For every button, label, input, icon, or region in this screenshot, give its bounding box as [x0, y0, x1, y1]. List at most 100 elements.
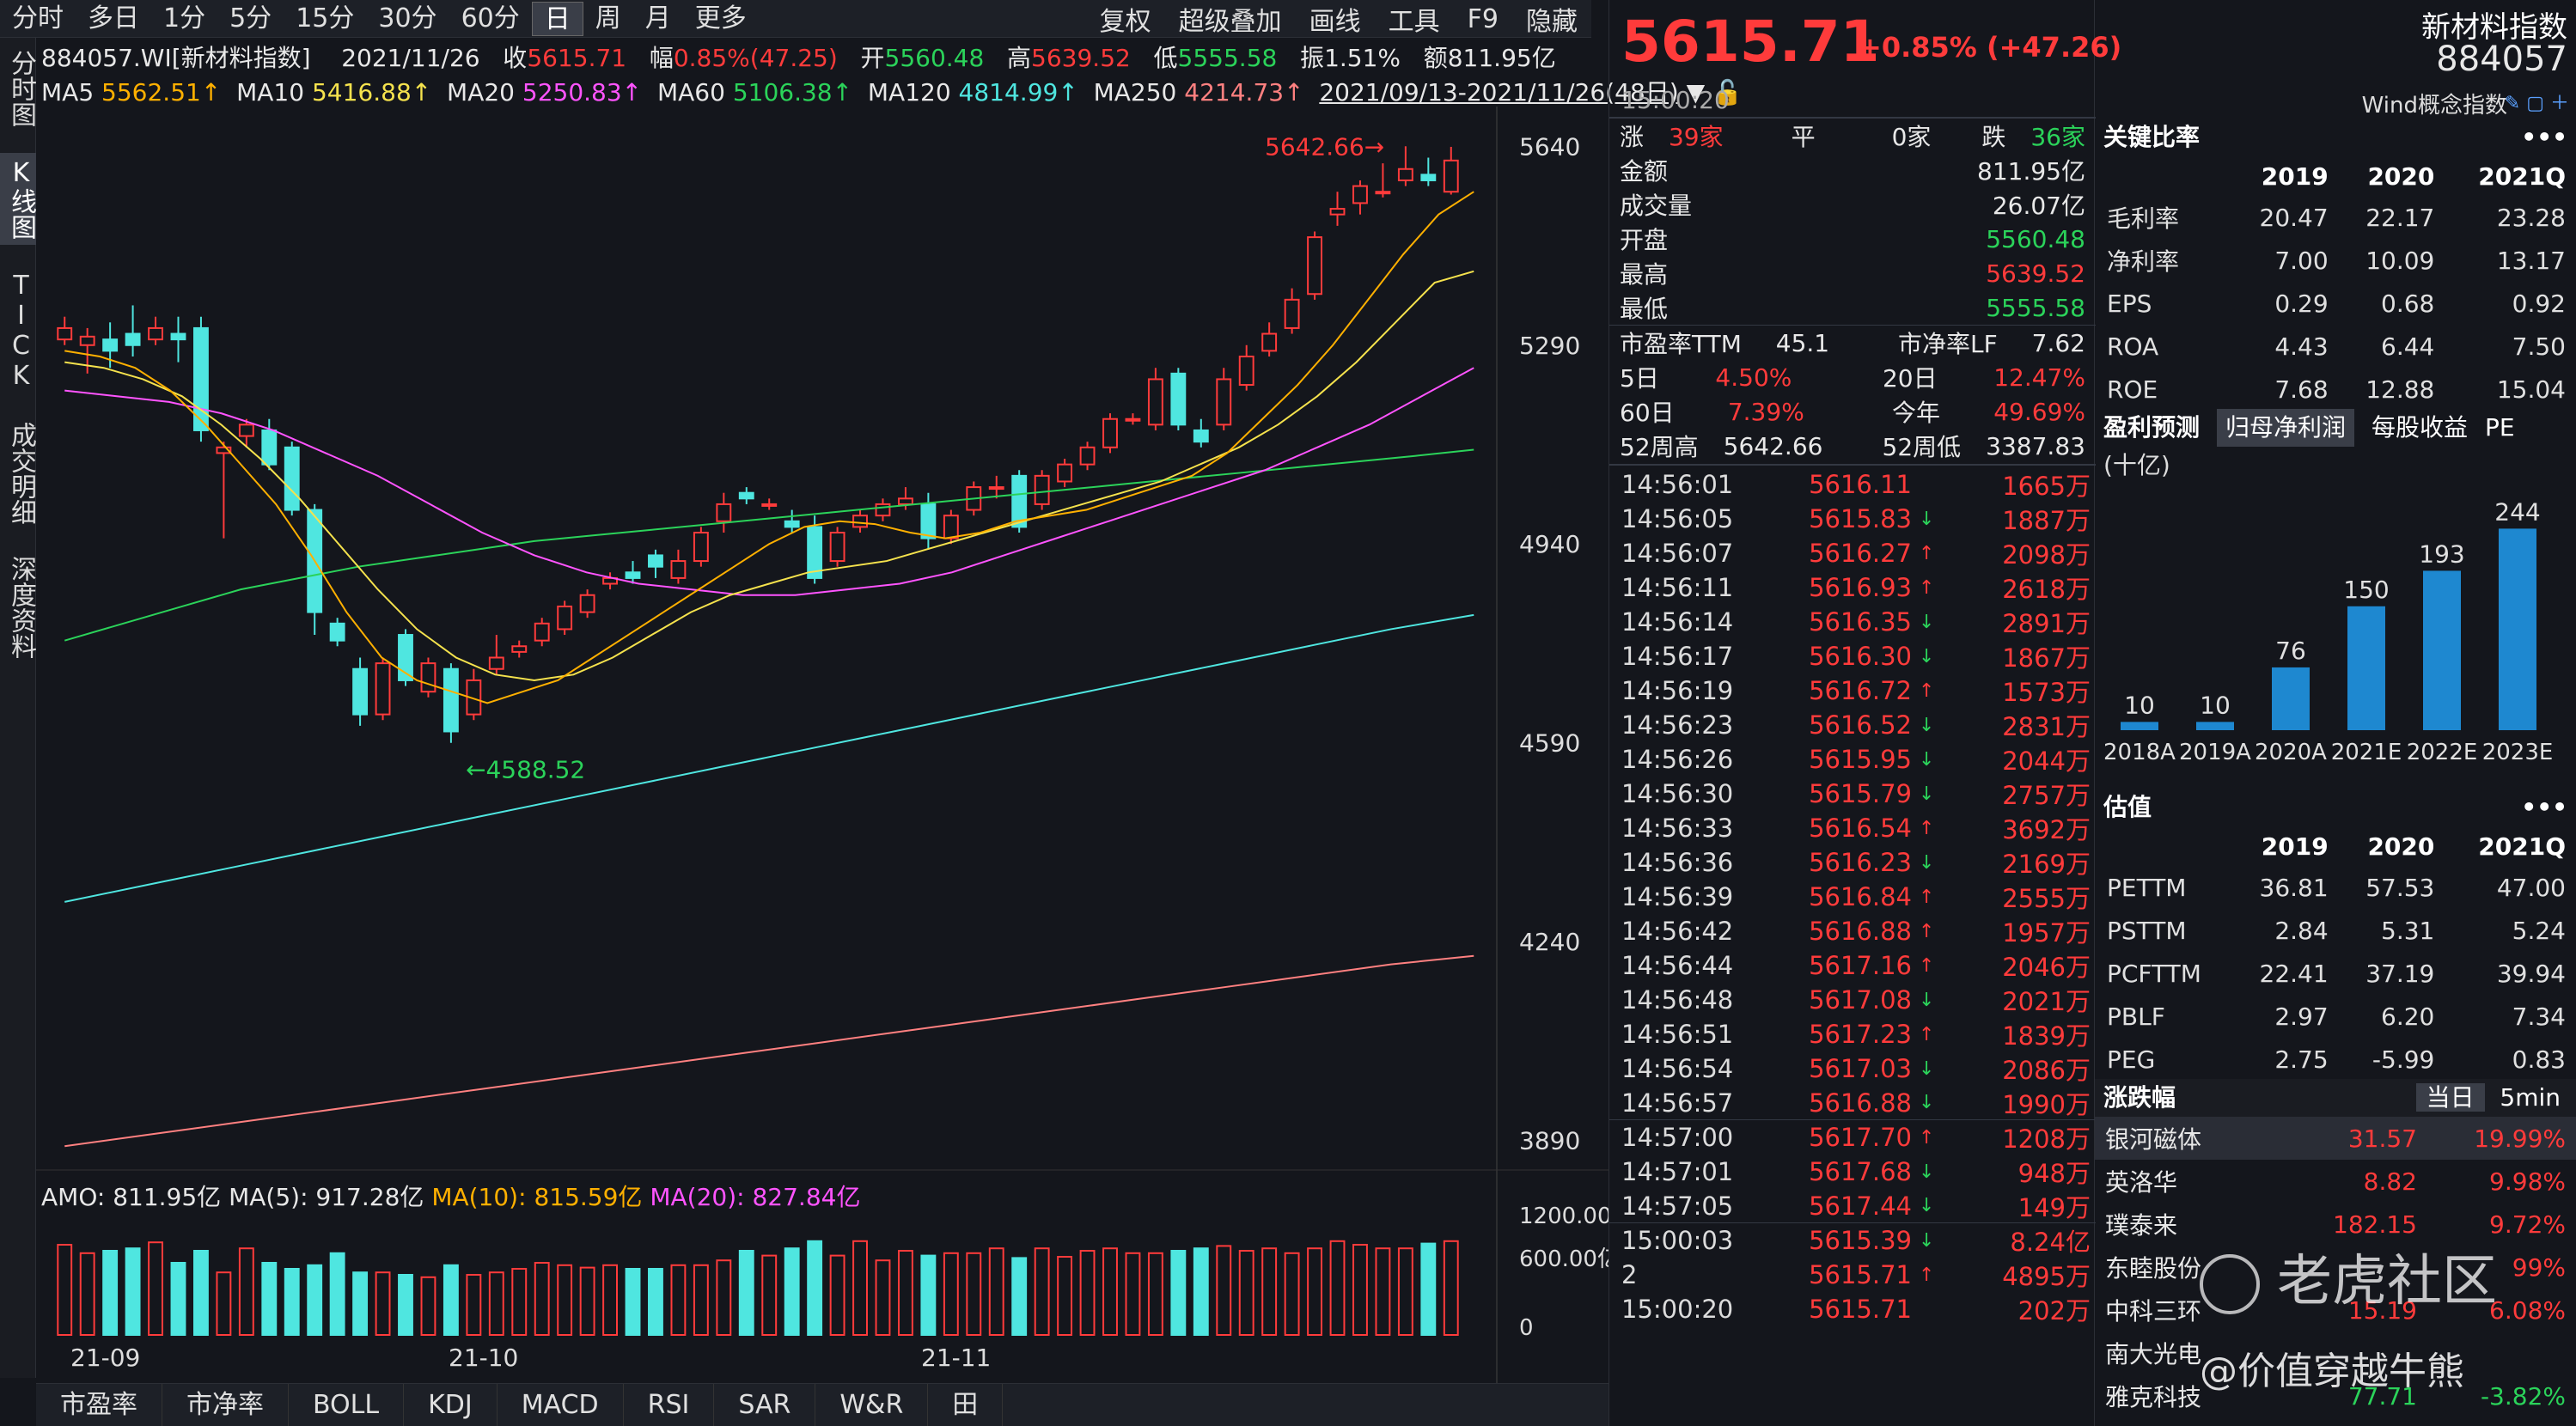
tab-today[interactable]: 当日: [2415, 1083, 2485, 1112]
ratio-row: ROA 4.43 6.44 7.50: [2107, 332, 2566, 361]
candle: [352, 667, 369, 716]
indicator-tabs: 市盈率 市净率 BOLL KDJ MACD RSI SAR W&R 田: [36, 1383, 1608, 1426]
left-tab[interactable]: 成交明细: [6, 422, 36, 525]
quote-info-line: 884057.WI[新材料指数] 2021/11/26 收5615.71 幅0.…: [41, 44, 1556, 72]
volume-bar: [1375, 1247, 1391, 1336]
forecast-bar: [2347, 606, 2385, 730]
more-icon[interactable]: •••: [2521, 793, 2567, 821]
forecast-year: 2018A: [2103, 740, 2176, 765]
volume-bar: [875, 1259, 891, 1336]
candle: [57, 326, 73, 341]
mover-row[interactable]: 英洛华 8.82 9.98%: [2105, 1167, 2566, 1197]
tab-pe[interactable]: PE: [2485, 413, 2515, 442]
valuation: 估值 ••• 2019 2020 2021Q PETTM 36.81 57.53 47.00 P…: [2095, 789, 2576, 1081]
volume-bar: [261, 1262, 278, 1336]
toolbar-item[interactable]: 隐藏: [1526, 7, 1578, 37]
indicator-tab[interactable]: KDJ: [404, 1383, 497, 1426]
mover-row[interactable]: 璞泰来 182.15 9.72%: [2105, 1210, 2566, 1240]
volume-bar: [670, 1264, 687, 1337]
ma120-line: [64, 613, 1474, 903]
volume-bar: [602, 1264, 618, 1337]
left-tab[interactable]: K线图: [0, 153, 36, 245]
tab-eps[interactable]: 每股收益: [2372, 413, 2469, 442]
ma60-line: [64, 448, 1474, 642]
period-tab[interactable]: 更多: [694, 3, 747, 34]
period-tab[interactable]: 15分: [296, 3, 355, 34]
indicator-tab[interactable]: W&R: [815, 1383, 929, 1426]
indicator-tab[interactable]: 市净率: [162, 1383, 289, 1426]
period-tab[interactable]: 5分: [229, 3, 272, 34]
tick-row: 14:56:42 5616.88 ↑ 1957万: [1621, 917, 2091, 948]
mover-row[interactable]: 东睦股份 99%: [2105, 1252, 2566, 1283]
arrow-down-icon: ↓: [1919, 714, 1935, 736]
candle: [284, 446, 300, 511]
date-range[interactable]: 2021/09/13-2021/11/26(48日): [1319, 78, 1679, 107]
tick-row: 14:56:30 5615.79 ↓ 2757万: [1621, 779, 2091, 810]
left-tab[interactable]: TICK: [6, 271, 36, 391]
period-tab[interactable]: 30分: [378, 3, 437, 34]
period-tab[interactable]: 60分: [461, 3, 520, 34]
volume-bar: [1147, 1252, 1163, 1337]
volume-bar: [238, 1247, 254, 1336]
indicator-tab[interactable]: BOLL: [289, 1383, 405, 1426]
edit-icons[interactable]: ✎ ▢ ＋: [2504, 93, 2569, 114]
mover-row[interactable]: 雅克科技 77.71 -3.82%: [2105, 1381, 2566, 1412]
volume-bar: [375, 1271, 391, 1336]
arrow-up-icon: ↑: [1919, 954, 1935, 977]
low-marker: ←4588.52: [466, 756, 585, 784]
divider: [1609, 117, 2096, 119]
toolbar-item[interactable]: 超级叠加: [1178, 7, 1282, 37]
tab-5min[interactable]: 5min: [2500, 1083, 2561, 1112]
candle: [829, 532, 845, 563]
volume-bar: [557, 1264, 573, 1337]
candle: [875, 503, 891, 517]
toolbar-item[interactable]: 画线: [1309, 7, 1361, 37]
toolbar-item[interactable]: F9: [1467, 3, 1499, 34]
mover-row[interactable]: 银河磁体 31.57 19.99%: [2095, 1117, 2576, 1160]
period-tab[interactable]: 分时: [12, 3, 64, 34]
indicator-tab[interactable]: RSI: [624, 1383, 715, 1426]
mover-row[interactable]: 南大光电: [2105, 1340, 2202, 1368]
y-tick-label: 5640: [1519, 132, 1580, 161]
volume-bar: [1443, 1240, 1459, 1337]
period-tab[interactable]: 1分: [163, 3, 206, 34]
key-ratios: 关键比率 ••• 2019 2020 2021Q 毛利率 20.47 22.17 23.28 净…: [2095, 119, 2576, 411]
forecast-value: 244: [2494, 497, 2540, 526]
movers: 涨跌幅 当日 5min 银河磁体 31.57 19.99% 英洛华 8.82 9.98% 璞…: [2095, 1079, 2576, 1417]
tick-row: 15:00:20 5615.71 202万: [1621, 1295, 2091, 1325]
tab-net-profit[interactable]: 归母净利润: [2217, 409, 2355, 447]
tick-row: 14:56:07 5616.27 ↑ 2098万: [1621, 539, 2091, 570]
candle: [238, 424, 254, 437]
period-toolbar: 分时 多日 1分 5分 15分 30分 60分日周月更多 复权 超级叠加 画线 工具 F9 隐藏: [0, 0, 1591, 38]
period-tab[interactable]: 周: [595, 3, 621, 34]
tick-list[interactable]: 14:56:01 5616.11 1665万 14:56:05 5615.83 ↓ 1887…: [1609, 467, 2096, 1326]
candle: [443, 667, 459, 733]
candle: [784, 520, 800, 528]
y-tick-label: 4590: [1519, 729, 1580, 758]
tick-row: 15:00:03 5615.39 ↓ 8.24亿: [1621, 1226, 2091, 1257]
period-tab[interactable]: 日: [531, 1, 583, 36]
indicator-tab[interactable]: SAR: [714, 1383, 816, 1426]
more-icon[interactable]: •••: [2521, 123, 2567, 151]
indicator-tab[interactable]: 市盈率: [36, 1383, 162, 1426]
period-tab[interactable]: 月: [644, 3, 671, 34]
forecast-bar: [2499, 528, 2536, 730]
candle: [1307, 236, 1322, 296]
stat-row: 金额 811.95亿: [1620, 157, 2085, 186]
indicator-tab[interactable]: MACD: [497, 1383, 624, 1426]
ma250-line: [64, 954, 1474, 1148]
period-tab[interactable]: 多日: [88, 3, 139, 34]
range-dropdown-icon[interactable]: ▼: [1686, 78, 1706, 107]
indicator-tab[interactable]: 田: [928, 1383, 1004, 1426]
candle: [466, 679, 482, 716]
left-tab[interactable]: 深度资料: [6, 556, 36, 659]
kline-chart[interactable]: 5640 5290 4940 4590 4240 3890 5642.66→ ←4588.52…: [36, 107, 1608, 1383]
left-tab[interactable]: 分时图: [6, 50, 36, 127]
candle: [488, 656, 504, 670]
lock-icon[interactable]: 🔓: [1712, 78, 1743, 107]
y-tick-label: 4240: [1519, 928, 1580, 956]
toolbar-item[interactable]: 工具: [1388, 7, 1440, 37]
arrow-up-icon: ↑: [1919, 679, 1935, 702]
toolbar-item[interactable]: 复权: [1099, 7, 1151, 37]
mover-row[interactable]: 中科三环 15.19 6.08%: [2105, 1295, 2566, 1326]
